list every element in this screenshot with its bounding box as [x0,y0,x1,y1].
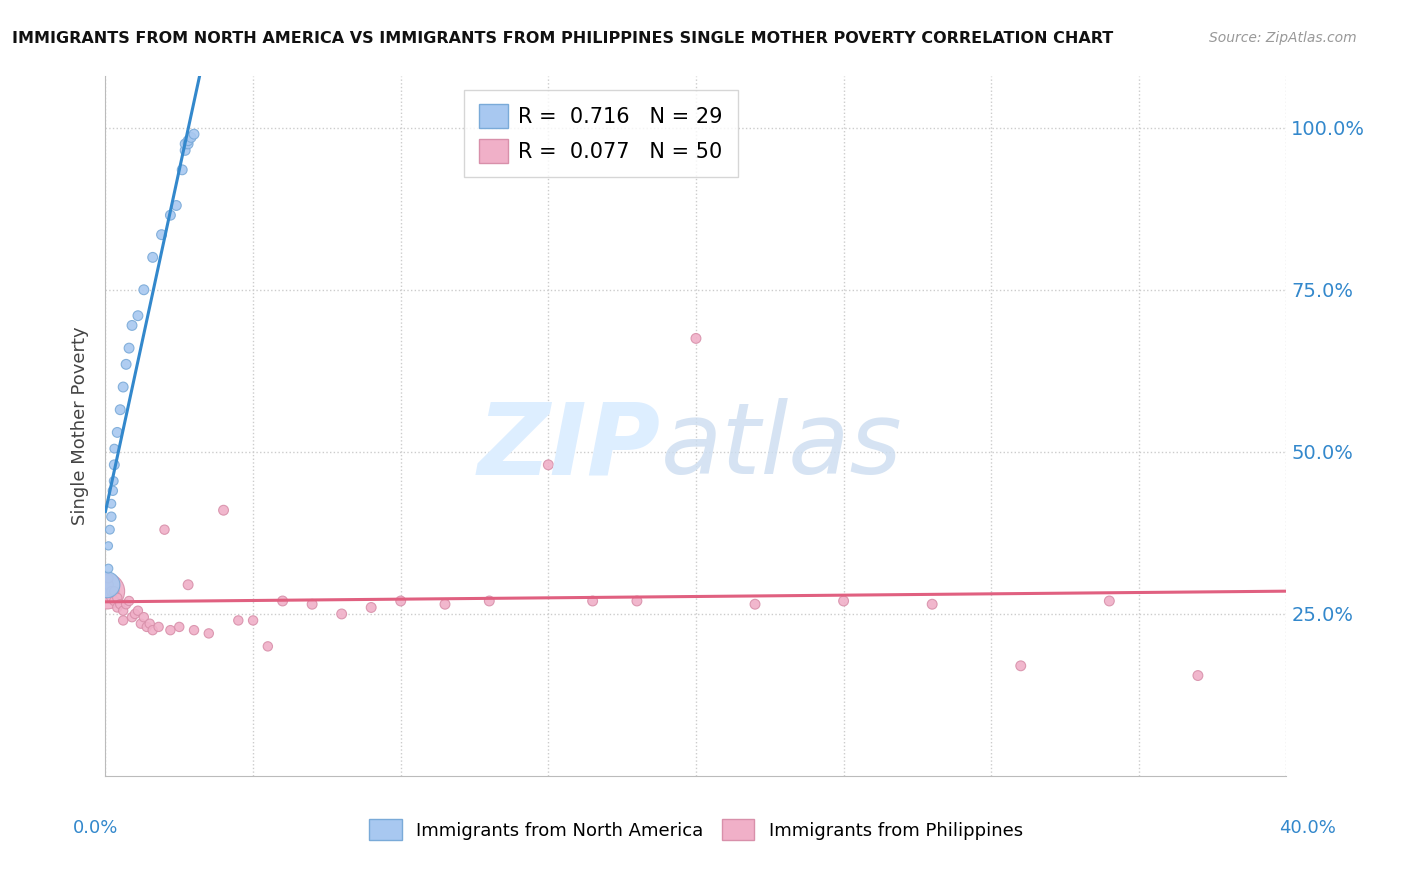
Point [96,584,118,599]
Point [537,458,560,472]
Point [97,578,120,592]
Point [142,623,165,637]
Point [183,623,205,637]
Point [330,607,353,621]
Point [153,523,176,537]
Text: 40.0%: 40.0% [1279,819,1336,837]
Text: IMMIGRANTS FROM NORTH AMERICA VS IMMIGRANTS FROM PHILIPPINES SINGLE MOTHER POVER: IMMIGRANTS FROM NORTH AMERICA VS IMMIGRA… [11,31,1114,46]
Point [242,614,264,628]
Point [301,597,323,611]
Point [121,318,143,333]
Point [103,442,125,456]
Point [100,584,122,599]
Point [100,497,122,511]
Point [174,144,197,158]
Point [98,523,121,537]
Point [389,594,412,608]
Point [257,640,280,654]
Point [685,331,707,345]
Point [115,597,138,611]
Point [197,626,219,640]
Point [121,610,143,624]
Point [1098,594,1121,608]
Point [174,136,197,151]
Point [105,425,128,440]
Point [97,539,120,553]
Point [96,578,118,592]
Text: atlas: atlas [661,399,903,495]
Point [101,483,124,498]
Point [103,584,125,599]
Point [124,607,146,621]
Point [97,571,120,585]
Point [112,614,135,628]
Legend: R =  0.716   N = 29, R =  0.077   N = 50: R = 0.716 N = 29, R = 0.077 N = 50 [464,90,738,178]
Point [115,357,138,371]
Point [148,620,170,634]
Point [103,458,125,472]
Point [177,578,200,592]
Point [1010,658,1032,673]
Point [177,134,200,148]
Point [832,594,855,608]
Point [150,227,173,242]
Point [626,594,648,608]
Point [118,341,141,355]
Point [360,600,382,615]
Point [127,309,149,323]
Point [118,594,141,608]
Point [100,509,122,524]
Y-axis label: Single Mother Poverty: Single Mother Poverty [72,326,90,525]
Point [132,283,155,297]
Point [165,198,187,212]
Text: 0.0%: 0.0% [73,819,118,837]
Point [103,474,125,488]
Point [212,503,235,517]
Point [135,620,157,634]
Point [97,561,120,575]
Point [110,402,132,417]
Point [110,597,132,611]
Point [138,616,162,631]
Point [105,591,128,605]
Point [478,594,501,608]
Point [100,591,122,605]
Point [1187,668,1209,682]
Point [105,600,128,615]
Point [129,616,152,631]
Point [159,208,181,222]
Text: Source: ZipAtlas.com: Source: ZipAtlas.com [1209,31,1357,45]
Point [228,614,250,628]
Point [183,127,205,141]
Text: ZIP: ZIP [478,399,661,495]
Point [582,594,605,608]
Point [132,610,155,624]
Point [112,604,135,618]
Point [172,162,194,177]
Point [103,594,125,608]
Point [180,130,202,145]
Point [271,594,294,608]
Point [744,597,766,611]
Point [127,604,149,618]
Point [177,136,200,151]
Point [159,623,181,637]
Point [169,620,191,634]
Point [112,380,135,394]
Point [921,597,943,611]
Point [142,251,165,265]
Point [433,597,456,611]
